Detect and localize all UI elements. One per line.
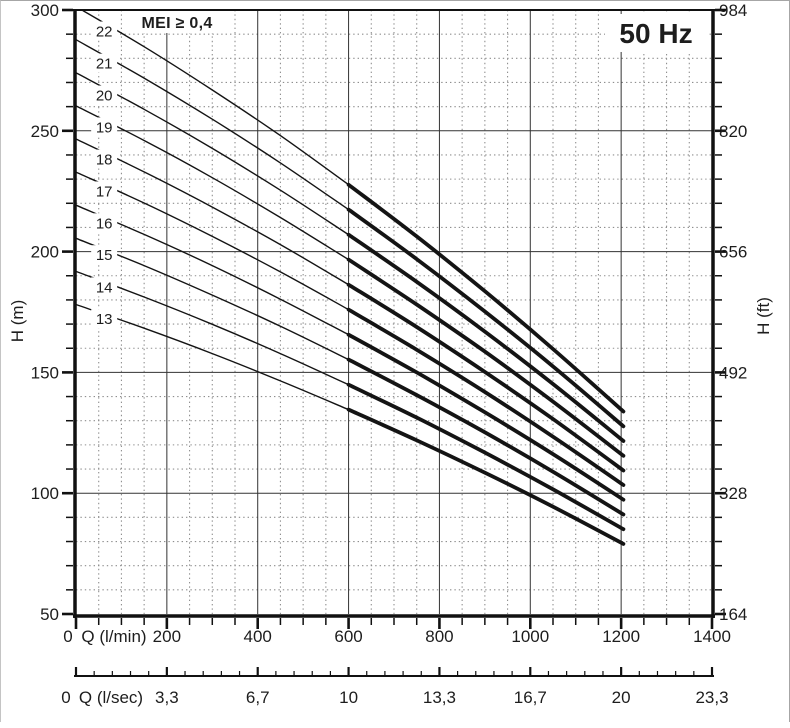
frequency-label: 50 Hz [619,18,692,49]
left-axis-tick-label: 50 [40,605,59,624]
secondary-axis-tick-label: 0 [61,688,70,707]
curve-label-box-16 [91,213,118,233]
curve-20-extended-segment [75,72,349,236]
curve-label-box-21 [91,53,118,73]
left-axis-tick-label: 150 [31,363,59,382]
curve-19-extended-segment [75,105,349,261]
bottom-axis-tick-label: 1200 [602,627,640,646]
secondary-axis-tick-label: 16,7 [514,688,547,707]
curve-13-duty-segment [346,407,626,546]
curve-21 [75,39,626,429]
curve-stages-label-20: 20 [96,88,113,105]
curve-14-duty-segment [346,382,626,532]
bottom-axis-tick-label: 1400 [693,627,731,646]
mei-rating-badge: MEI ≥ 0,4 [131,11,223,33]
curve-label-box-13 [91,309,118,329]
curve-17-duty-segment [346,307,626,487]
curve-19 [75,105,626,458]
curve-stages-label-22: 22 [96,24,113,41]
bottom-axis-tick-label: 800 [425,627,453,646]
curve-15-duty-segment [346,357,626,517]
curve-22-extended-segment [80,10,350,186]
bottom-axis-tick-label: 200 [153,627,181,646]
frequency-badge: 50 Hz [605,14,707,52]
bottom-axis-tick-label: 0 [63,627,72,646]
secondary-axis-tick-label: 23,3 [695,688,728,707]
curve-stages-label-21: 21 [96,56,113,73]
right-axis-title: H (ft) [754,297,773,335]
axis-tick-labels: 300 984 250 820 200 656 150 492 100 328 50 164 0 200 4… [31,1,748,646]
curve-label-box-22 [91,21,118,41]
curve-labels: 22 21 20 19 18 17 16 15 14 13 [91,21,118,329]
curve-21-duty-segment [346,207,626,429]
curve-stages-label-19: 19 [96,119,113,136]
curve-20-duty-segment [346,232,626,443]
curve-label-box-15 [91,245,118,265]
curve-16 [75,204,626,502]
bottom-axis-tick-label: 400 [244,627,272,646]
right-axis-tick-label: 820 [719,122,747,141]
left-axis-tick-label: 100 [31,484,59,503]
curve-label-box-14 [91,277,118,297]
left-axis-title: H (m) [8,300,27,342]
left-axis-tick-label: 300 [31,1,59,20]
curve-18-duty-segment [346,282,626,473]
curves [75,10,626,546]
curve-15-extended-segment [75,237,349,361]
right-axis-tick-label: 656 [719,243,747,262]
curve-stages-label-15: 15 [96,247,113,264]
curve-15 [75,237,626,517]
curve-label-box-20 [91,85,118,105]
curve-19-duty-segment [346,257,626,458]
curve-label-box-17 [91,181,118,201]
right-axis-tick-label: 492 [719,363,747,382]
bottom-axis-tick-label: 1000 [511,627,549,646]
curve-stages-label-16: 16 [96,215,113,232]
curve-stages-label-14: 14 [96,279,113,296]
secondary-axis-tick-label: 6,7 [246,688,270,707]
bottom-axis-tick-label: 600 [334,627,362,646]
curve-label-box-19 [91,117,118,137]
secondary-axis-tick-label: 20 [612,688,631,707]
left-axis-tick-label: 200 [31,243,59,262]
frequency-badge-background [605,14,707,52]
curve-14-extended-segment [75,270,349,386]
curve-17-extended-segment [75,171,349,311]
curve-14 [75,270,626,532]
curve-stages-label-13: 13 [96,311,113,328]
secondary-flow-axis: 0 3,3 6,7 10 13,3 16,7 20 23,3 [61,667,729,707]
right-axis-tick-label: 984 [719,1,747,20]
secondary-axis-tick-label: 3,3 [155,688,179,707]
plot-frame [73,9,715,618]
right-axis-tick-label: 164 [719,605,747,624]
curve-22 [80,10,626,414]
curve-label-box-18 [91,149,118,169]
curve-stages-label-18: 18 [96,152,113,169]
right-axis-tick-label: 328 [719,484,747,503]
secondary-axis-tick-label: 13,3 [423,688,456,707]
curve-13-extended-segment [75,303,349,411]
major-grid [76,10,712,614]
curve-18-extended-segment [75,138,349,286]
curve-22-duty-segment [346,182,626,414]
secondary-axis-tick-label: 10 [339,688,358,707]
curve-17 [75,171,626,487]
axis-ticks [62,8,726,629]
curve-21-extended-segment [75,39,349,211]
curve-16-duty-segment [346,332,626,502]
left-axis-tick-label: 250 [31,122,59,141]
curve-stages-label-17: 17 [96,183,113,200]
mei-badge-background [131,11,223,33]
curve-16-extended-segment [75,204,349,336]
minor-grid [76,10,712,614]
curve-13 [75,303,626,546]
bottom-axis-title: Q (l/min) [81,627,146,646]
secondary-axis-title: Q (l/sec) [79,688,143,707]
curve-20 [75,72,626,443]
curve-18 [75,138,626,473]
mei-rating-label: MEI ≥ 0,4 [141,15,212,32]
